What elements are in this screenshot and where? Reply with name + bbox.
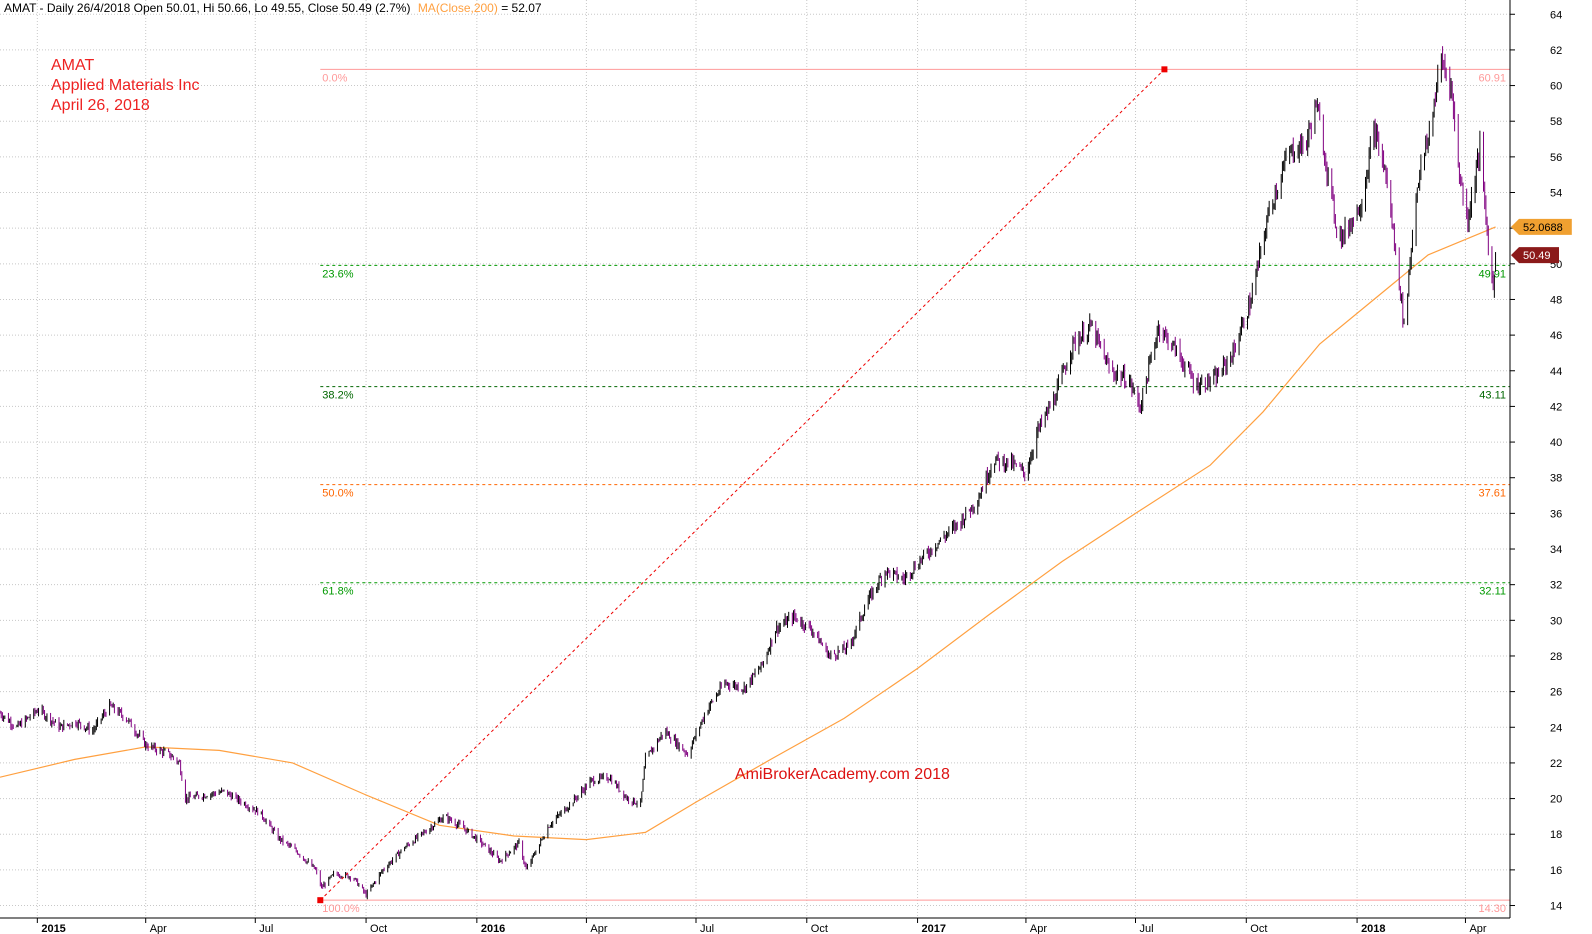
- x-tick-label: 2015: [41, 923, 65, 934]
- fibonacci-layer: 0.0%60.9123.6%49.9138.2%43.1150.0%37.616…: [320, 68, 1510, 915]
- fib-pct-label: 0.0%: [322, 72, 347, 84]
- fib-pct-label: 100.0%: [322, 903, 360, 915]
- y-tick-label: 56: [1550, 152, 1562, 164]
- x-tick-label: Apr: [1030, 923, 1047, 934]
- y-tick-label: 62: [1550, 45, 1562, 57]
- x-tick-label: 2016: [481, 923, 505, 934]
- y-tick-label: 36: [1550, 508, 1562, 520]
- y-tick-label: 34: [1550, 544, 1562, 556]
- y-tick-label: 26: [1550, 687, 1562, 699]
- ma-200-line: [0, 226, 1496, 841]
- header-info: AMAT - Daily 26/4/2018 Open 50.01, Hi 50…: [4, 1, 542, 15]
- fib-value-label: 60.91: [1478, 72, 1506, 84]
- y-tick-label: 54: [1550, 188, 1562, 200]
- fib-pct-label: 61.8%: [322, 586, 353, 598]
- x-tick-label: Oct: [1250, 923, 1267, 934]
- y-tick-label: 14: [1550, 901, 1562, 913]
- chart-company: Applied Materials Inc: [51, 77, 200, 94]
- y-tick-label: 48: [1550, 294, 1562, 306]
- price-tag-bg: [1511, 218, 1572, 235]
- fib-pct-label: 23.6%: [322, 268, 353, 280]
- y-tick-label: 28: [1550, 651, 1562, 663]
- price-tag-label: 52.0688: [1523, 222, 1563, 234]
- x-tick-label: Oct: [811, 923, 828, 934]
- x-tick-label: Jul: [259, 923, 273, 934]
- trend-line-layer: [317, 66, 1168, 904]
- x-tick-label: 2017: [922, 923, 946, 934]
- x-tick-label: Jul: [700, 923, 714, 934]
- y-tick-label: 38: [1550, 473, 1562, 485]
- watermark: AmiBrokerAcademy.com 2018: [735, 766, 950, 783]
- x-tick-label: Apr: [590, 923, 607, 934]
- grid-layer: [0, 0, 1510, 918]
- fib-value-label: 37.61: [1478, 488, 1506, 500]
- price-tag-label: 50.49: [1523, 250, 1551, 262]
- chart-date: April 26, 2018: [51, 97, 150, 114]
- y-tick-label: 64: [1550, 9, 1562, 21]
- y-tick-label: 58: [1550, 116, 1562, 128]
- y-tick-label: 30: [1550, 615, 1562, 627]
- fib-value-label: 14.30: [1478, 903, 1506, 915]
- y-tick-label: 16: [1550, 865, 1562, 877]
- header-ma-value: = 52.07: [501, 1, 542, 15]
- trend-end-handle: [1161, 66, 1168, 73]
- x-tick-label: Oct: [370, 923, 387, 934]
- y-tick-label: 46: [1550, 330, 1562, 342]
- price-tag-bg: [1511, 247, 1559, 264]
- y-tick-label: 44: [1550, 366, 1562, 378]
- price-layer: [0, 46, 1497, 900]
- x-tick-label: 2018: [1361, 923, 1385, 934]
- y-tick-label: 42: [1550, 401, 1562, 413]
- x-tick-label: Apr: [150, 923, 167, 934]
- header-ma-label: MA(Close,200): [418, 1, 498, 15]
- y-tick-label: 20: [1550, 794, 1562, 806]
- moving-average-layer: [0, 226, 1496, 841]
- chart-symbol: AMAT: [51, 57, 94, 74]
- trend-start-handle: [317, 897, 324, 904]
- x-tick-label: Jul: [1140, 923, 1154, 934]
- y-tick-label: 18: [1550, 829, 1562, 841]
- fib-trend-line: [319, 68, 1165, 901]
- y-tick-label: 32: [1550, 580, 1562, 592]
- y-tick-label: 22: [1550, 758, 1562, 770]
- fib-value-label: 32.11: [1479, 586, 1506, 598]
- y-tick-label: 40: [1550, 437, 1562, 449]
- fib-pct-label: 38.2%: [322, 390, 353, 402]
- y-tick-label: 24: [1550, 722, 1562, 734]
- price-tag-layer: 52.0688 50.49: [1511, 218, 1572, 264]
- fib-value-label: 43.11: [1479, 390, 1506, 402]
- x-tick-label: Apr: [1469, 923, 1486, 934]
- header-ohlc: AMAT - Daily 26/4/2018 Open 50.01, Hi 50…: [4, 1, 410, 15]
- y-tick-label: 60: [1550, 81, 1562, 93]
- fib-pct-label: 50.0%: [322, 488, 353, 500]
